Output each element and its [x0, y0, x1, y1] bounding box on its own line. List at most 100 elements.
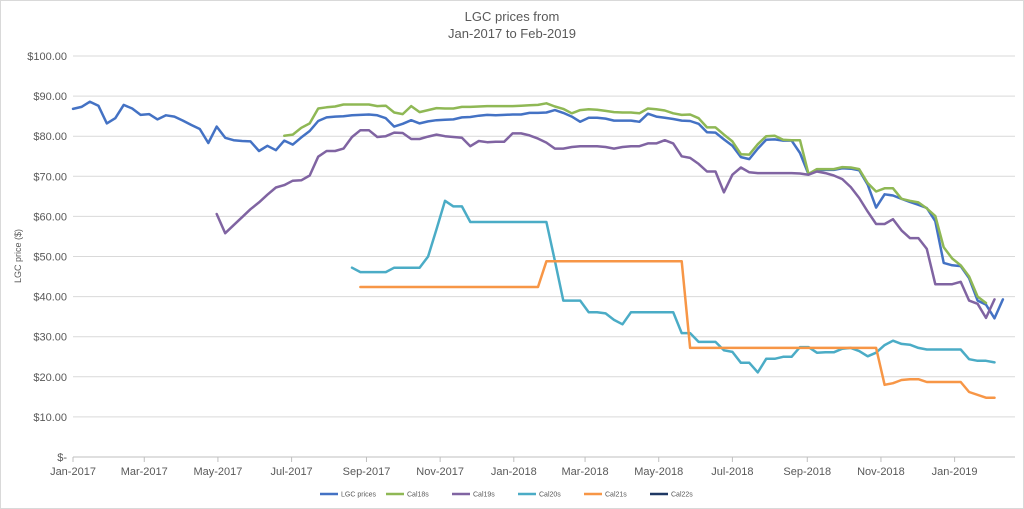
- data-point: [985, 317, 987, 319]
- legend-label: Cal18s: [407, 492, 429, 499]
- data-point: [461, 116, 463, 119]
- data-point: [942, 246, 945, 249]
- data-point: [976, 295, 979, 298]
- data-point: [925, 381, 928, 383]
- data-point: [655, 108, 658, 111]
- data-point: [275, 186, 277, 189]
- data-point: [486, 114, 489, 116]
- data-point: [418, 111, 421, 113]
- data-point: [942, 348, 945, 351]
- data-point: [604, 110, 607, 112]
- data-point: [951, 348, 954, 351]
- data-point: [883, 187, 886, 190]
- data-point: [866, 355, 869, 358]
- legend-label: Cal20s: [539, 492, 561, 499]
- x-tick-label: Sep-2018: [783, 466, 831, 478]
- data-point: [925, 348, 928, 351]
- data-point: [503, 221, 505, 223]
- data-point: [80, 106, 83, 108]
- y-tick-label: $80.00: [33, 131, 67, 143]
- data-point: [917, 378, 920, 381]
- data-point: [697, 122, 700, 125]
- data-point: [359, 103, 362, 106]
- data-point: [968, 299, 970, 302]
- data-point: [477, 140, 480, 142]
- data-point: [790, 172, 793, 175]
- series-line: [283, 102, 988, 305]
- data-point: [993, 396, 996, 399]
- data-point: [528, 134, 531, 137]
- data-point: [875, 223, 877, 225]
- data-point: [148, 113, 151, 115]
- chart-title: LGC prices from: [465, 9, 560, 24]
- data-point: [731, 140, 734, 143]
- data-point: [215, 213, 218, 215]
- data-point: [444, 199, 446, 202]
- series-cal19s: [215, 128, 996, 320]
- data-point: [427, 120, 429, 123]
- data-point: [773, 134, 776, 137]
- data-point: [224, 136, 227, 139]
- data-point: [765, 172, 768, 175]
- data-point: [587, 108, 590, 111]
- data-point: [511, 105, 514, 107]
- data-point: [570, 115, 573, 118]
- data-point: [909, 199, 911, 202]
- data-point: [706, 170, 708, 173]
- data-point: [486, 105, 489, 107]
- data-point: [866, 210, 869, 213]
- data-point: [469, 145, 472, 148]
- series-cal20s: [350, 199, 996, 374]
- data-point: [89, 100, 91, 103]
- data-point: [630, 145, 632, 148]
- y-tick-label: $40.00: [33, 292, 67, 304]
- data-point: [740, 156, 742, 159]
- data-point: [672, 118, 675, 120]
- data-point: [993, 361, 996, 364]
- data-point: [537, 137, 539, 140]
- data-point: [105, 122, 108, 125]
- data-point: [892, 339, 894, 342]
- data-point: [596, 145, 598, 148]
- data-point: [740, 361, 742, 364]
- data-point: [139, 114, 142, 116]
- series-cal21s: [359, 260, 996, 399]
- data-point: [325, 116, 328, 119]
- data-point: [435, 228, 438, 231]
- data-point: [985, 302, 987, 304]
- data-point: [562, 299, 565, 302]
- data-point: [570, 146, 573, 148]
- data-point: [985, 359, 987, 362]
- data-point: [528, 112, 531, 114]
- data-point: [325, 106, 328, 109]
- data-point: [494, 114, 497, 117]
- data-point: [765, 357, 768, 360]
- data-point: [858, 350, 861, 352]
- data-point: [723, 138, 725, 141]
- data-point: [198, 128, 201, 130]
- data-point: [942, 262, 945, 264]
- data-point: [604, 146, 607, 148]
- data-point: [562, 147, 565, 150]
- data-point: [97, 104, 100, 107]
- data-point: [925, 248, 928, 250]
- data-point: [173, 115, 176, 118]
- data-point: [283, 184, 286, 187]
- data-point: [638, 145, 641, 148]
- data-point: [342, 147, 345, 150]
- data-point: [520, 132, 522, 135]
- data-point: [72, 108, 74, 110]
- data-point: [976, 299, 979, 302]
- data-point: [663, 109, 666, 112]
- data-point: [621, 111, 624, 114]
- data-point: [773, 138, 776, 141]
- data-point: [469, 116, 472, 118]
- data-point: [756, 371, 759, 374]
- data-point: [951, 283, 954, 286]
- data-point: [401, 122, 404, 125]
- data-point: [545, 102, 548, 105]
- data-point: [714, 341, 717, 343]
- data-point: [410, 138, 413, 140]
- data-point: [511, 132, 514, 135]
